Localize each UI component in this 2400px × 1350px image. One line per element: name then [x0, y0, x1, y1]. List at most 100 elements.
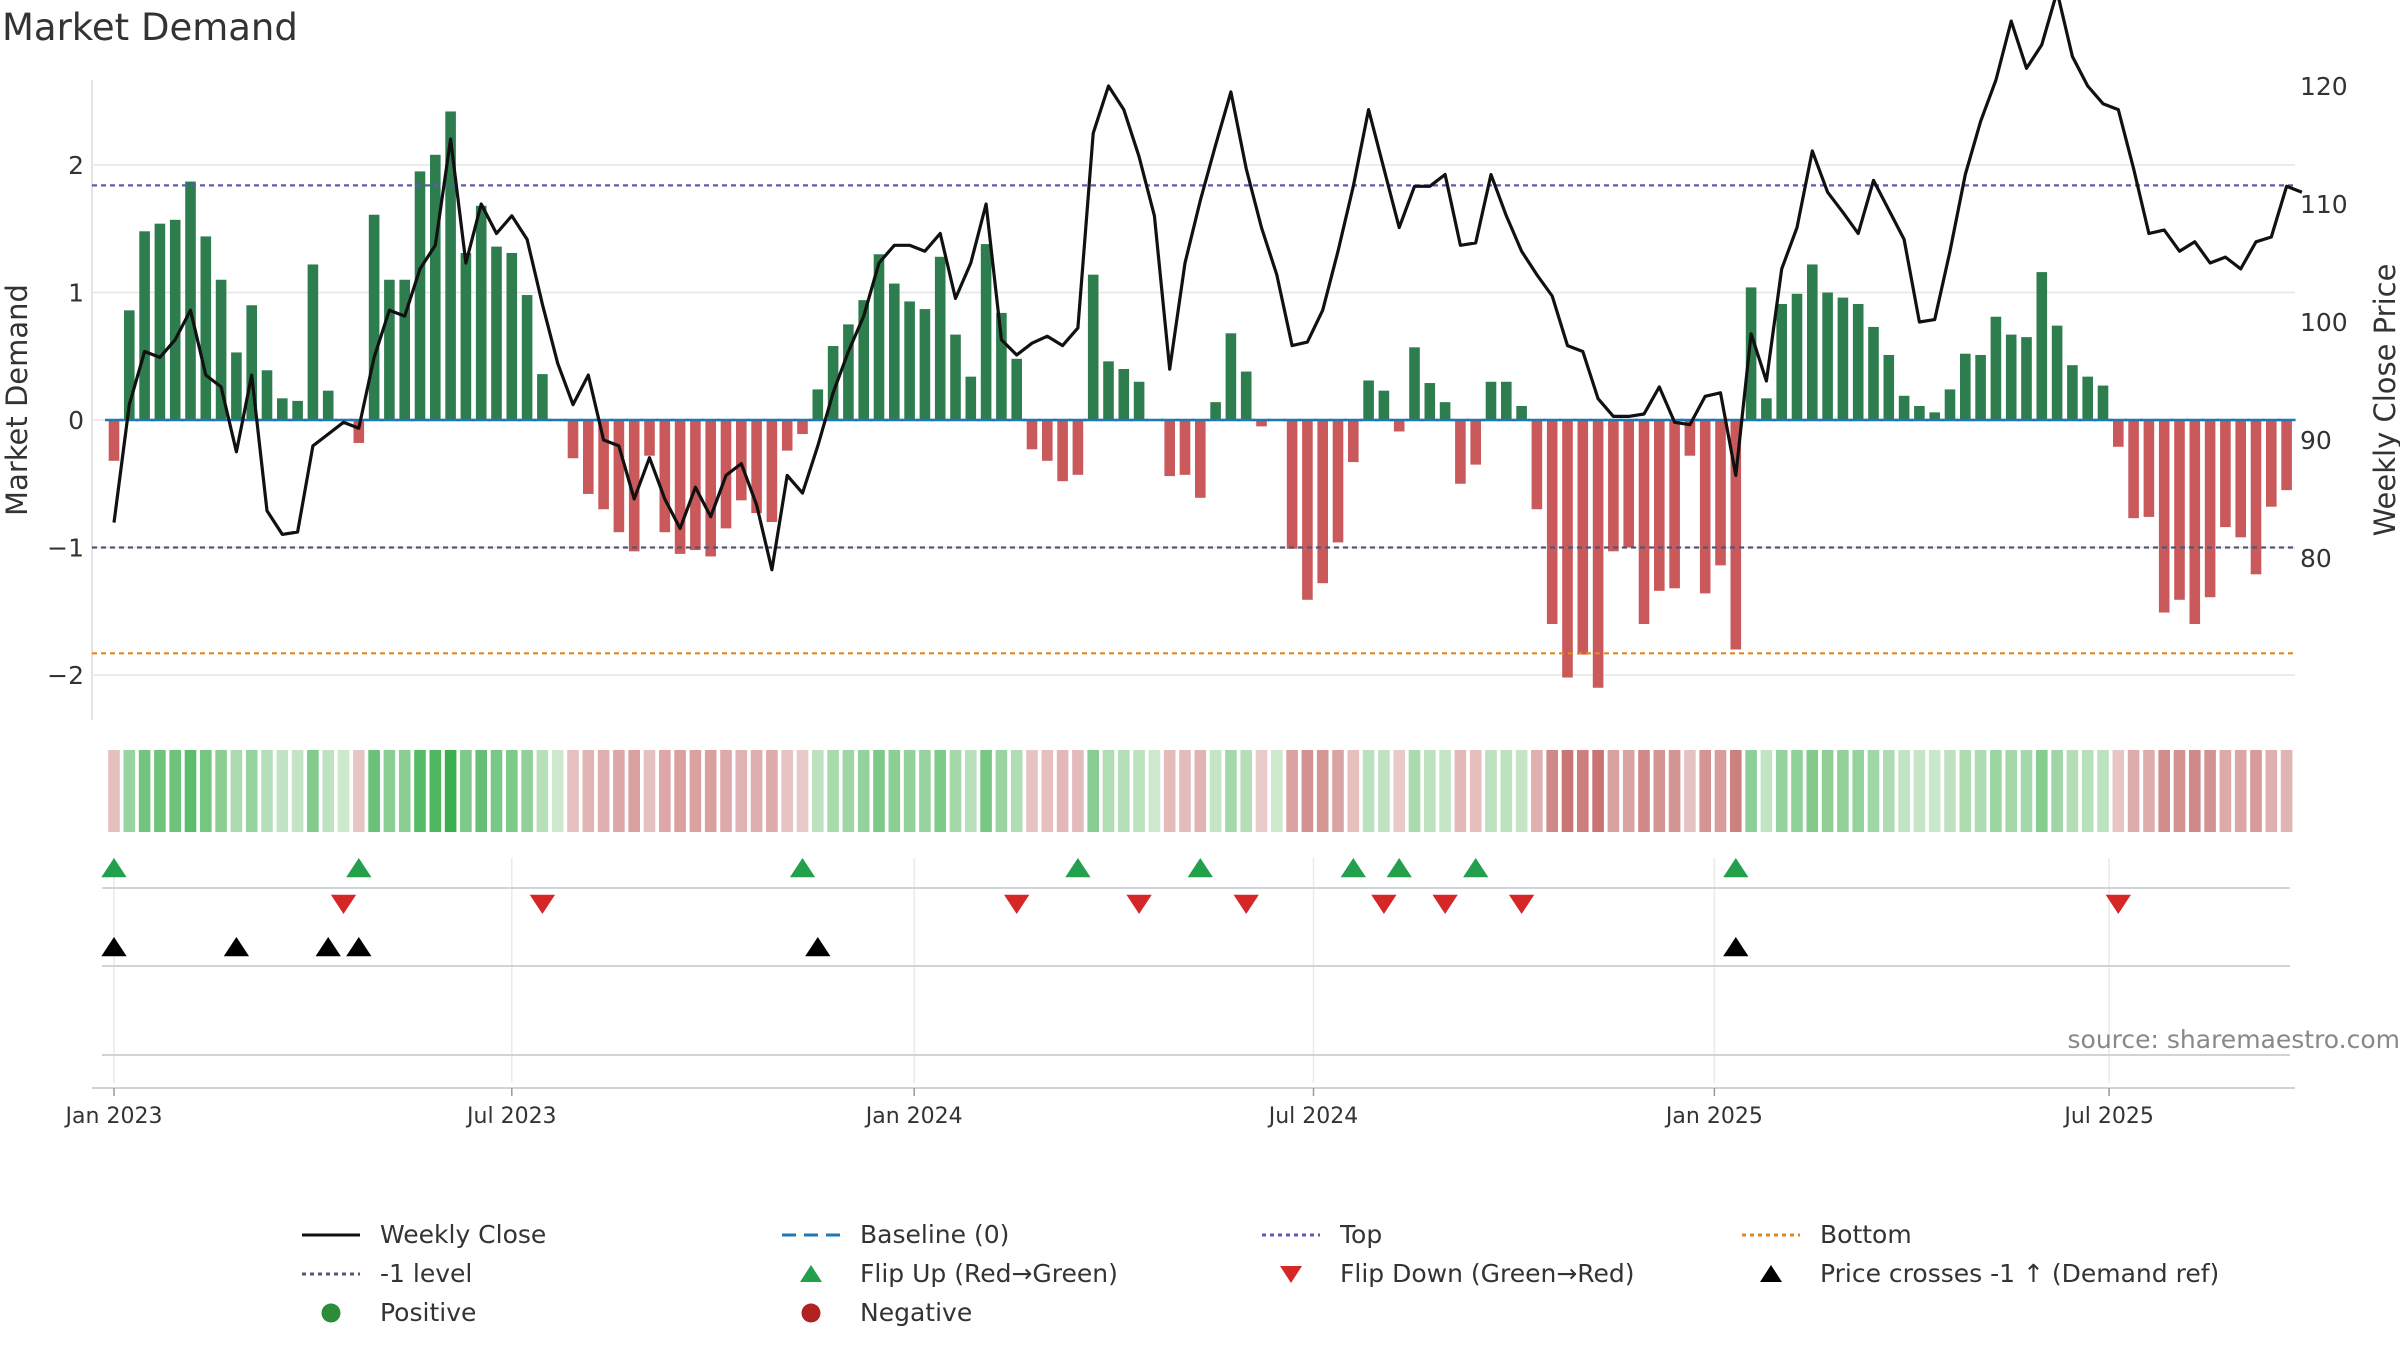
- legend-symbol: [302, 1233, 360, 1236]
- y2-tick-label: 120: [2300, 72, 2348, 101]
- heat-strip-cell: [980, 750, 992, 832]
- demand-bar: [1730, 420, 1742, 650]
- heat-strip-cell: [643, 750, 656, 832]
- demand-bar: [1439, 402, 1451, 420]
- heat-strip-cell: [949, 750, 962, 832]
- heat-strip-cell: [1133, 750, 1145, 832]
- heat-strip-cell: [1852, 750, 1864, 832]
- heat-strip-cell: [2219, 750, 2232, 832]
- demand-bar: [1409, 347, 1420, 420]
- demand-bar: [1852, 303, 1864, 420]
- heat-strip-cell: [1347, 750, 1360, 832]
- heat-strip-cell: [613, 750, 625, 832]
- demand-bar: [996, 312, 1007, 420]
- heat-strip-cell: [184, 750, 197, 832]
- heat-strip-cell: [2204, 750, 2216, 832]
- heat-strip-cell: [322, 750, 334, 832]
- demand-bar: [1791, 293, 1803, 420]
- y-axis-title: Market Demand: [0, 284, 34, 516]
- heat-strip-cell: [1179, 750, 1191, 832]
- heat-strip-cell: [1026, 750, 1038, 832]
- heat-strip-cell: [2066, 750, 2079, 832]
- flip-up-marker: [1723, 858, 1749, 878]
- demand-bar: [980, 244, 992, 420]
- weekly-close-line: [112, 0, 2303, 572]
- legend-label: Negative: [860, 1298, 973, 1327]
- flip-down-marker: [1004, 894, 1030, 914]
- price-cross-marker: [1723, 937, 1749, 957]
- y2-tick-label: 80: [2300, 544, 2332, 573]
- demand-bar: [583, 420, 594, 494]
- heat-strip-cell: [1944, 750, 1956, 832]
- demand-bar: [1975, 354, 1986, 420]
- flip-down-marker: [2105, 894, 2131, 914]
- demand-bar: [2097, 385, 2109, 420]
- heat-strip-cell: [1668, 750, 1681, 832]
- heat-strip-cell: [1821, 750, 1834, 832]
- x-tick-label: Jul 2025: [2062, 1104, 2154, 1129]
- demand-bar: [1745, 287, 1757, 420]
- heat-strip-cell: [1469, 750, 1482, 832]
- demand-bar: [1348, 420, 1359, 463]
- demand-bar: [690, 420, 701, 551]
- demand-bar: [2235, 420, 2246, 538]
- demand-bar: [736, 420, 747, 501]
- demand-bar: [1944, 389, 1956, 420]
- x-tick-label: Jan 2024: [864, 1104, 963, 1129]
- heat-strip-cell: [169, 750, 181, 832]
- heat-strip-cell: [2112, 750, 2125, 832]
- demand-bar: [1516, 405, 1527, 420]
- flip-up-marker: [1386, 858, 1412, 878]
- demand-bar: [2128, 420, 2139, 519]
- demand-bar: [169, 219, 181, 420]
- x-tick-label: Jul 2024: [1267, 1104, 1359, 1129]
- legend-symbol: [801, 1303, 821, 1322]
- heat-strip-cell: [2173, 750, 2186, 832]
- heat-strip-cell: [1041, 750, 1054, 832]
- demand-bar: [705, 420, 716, 557]
- demand-bar: [1072, 420, 1084, 475]
- legend-symbol: [321, 1303, 341, 1322]
- y-tick-label: 1: [68, 279, 84, 308]
- demand-bar: [1684, 420, 1696, 456]
- demand-bar: [766, 420, 778, 522]
- heat-strip-cell: [2189, 750, 2201, 832]
- heat-strip-cell: [1928, 750, 1941, 832]
- demand-bar: [2113, 420, 2124, 447]
- demand-bar: [965, 376, 977, 420]
- demand-bar: [1929, 412, 1940, 420]
- demand-bar: [1057, 420, 1068, 482]
- demand-bar: [2067, 365, 2078, 420]
- demand-bar: [1240, 371, 1252, 420]
- demand-bar: [231, 352, 242, 420]
- demand-bar: [1485, 381, 1497, 420]
- heat-strip-cell: [995, 750, 1008, 832]
- demand-bar: [934, 256, 946, 420]
- legend-item: Flip Down (Green→Red): [1260, 1259, 1740, 1288]
- demand-bar: [292, 400, 303, 420]
- demand-bar: [1807, 264, 1818, 420]
- demand-bar: [1042, 420, 1053, 461]
- legend-item: Baseline (0): [780, 1220, 1260, 1249]
- legend-row: Positive Negative: [300, 1293, 2250, 1332]
- flip-down-marker: [1233, 894, 1259, 914]
- heat-strip-cell: [2280, 750, 2293, 832]
- legend-symbol: [1262, 1233, 1320, 1236]
- heat-strip-cell: [2143, 750, 2155, 832]
- heat-strip-cell: [1408, 750, 1421, 832]
- demand-bar: [873, 254, 885, 420]
- heat-strip-cell: [1622, 750, 1635, 832]
- heat-strip-cell: [1194, 750, 1207, 832]
- heat-strip-cell: [521, 750, 533, 832]
- heat-strip-cell: [398, 750, 411, 832]
- demand-bar: [368, 214, 380, 420]
- demand-bar: [384, 279, 395, 420]
- heat-strip-cell: [1072, 750, 1084, 832]
- demand-bar: [154, 223, 166, 420]
- heat-strip-cell: [1714, 750, 1727, 832]
- y-tick-label: −1: [47, 534, 84, 563]
- demand-bar: [277, 398, 288, 420]
- demand-bar: [414, 171, 426, 420]
- heat-strip-cell: [1424, 750, 1436, 832]
- demand-bar: [812, 389, 824, 420]
